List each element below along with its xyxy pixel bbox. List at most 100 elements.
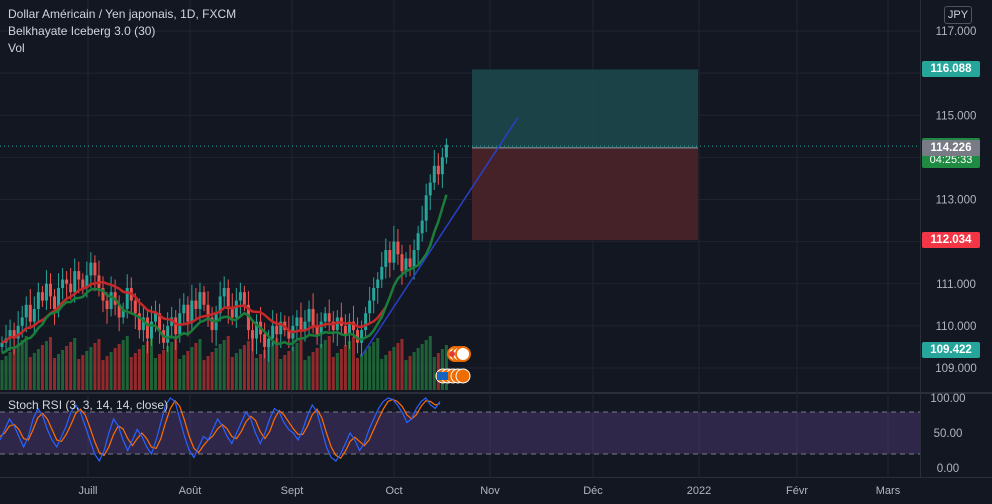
volume-bar [246, 341, 250, 390]
candle-body [20, 317, 24, 326]
candle-body [24, 304, 28, 318]
candle-body [376, 279, 380, 288]
volume-bar [242, 345, 246, 390]
symbol-title[interactable]: Dollar Américain / Yen japonais, 1D, FXC… [8, 7, 237, 21]
volume-bar [364, 350, 368, 390]
rsi-tick-label: 50.00 [934, 428, 963, 440]
volume-bar [303, 360, 307, 390]
volume-bar [271, 342, 275, 390]
volume-bar [125, 336, 129, 390]
event-marker [455, 368, 471, 384]
volume-bar [400, 339, 404, 390]
candle-body [319, 321, 323, 335]
candle-body [234, 300, 238, 318]
candle-body [166, 325, 170, 343]
volume-bar [226, 336, 230, 390]
candle-body [218, 296, 222, 314]
candle-body [255, 321, 259, 339]
candle-body [400, 254, 404, 272]
price-tag[interactable]: 112.034 [922, 232, 980, 249]
candle-body [174, 317, 178, 335]
candle-body [36, 292, 40, 310]
moving-average-red [1, 280, 387, 344]
candle-body [275, 325, 279, 335]
candle-body [77, 271, 81, 280]
volume-bar [396, 343, 400, 390]
candle-body [440, 157, 444, 175]
stoch-rsi-band [0, 412, 920, 454]
volume-bar [4, 356, 8, 390]
volume-bar [343, 345, 347, 390]
volume-bar [202, 360, 206, 390]
volume-bar [186, 351, 190, 390]
volume-bar [372, 342, 376, 390]
volume-bar [190, 347, 194, 390]
candle-body [315, 325, 319, 335]
candle-body [404, 258, 408, 272]
x-tick-label: 2022 [687, 485, 711, 497]
volume-bar [158, 354, 162, 390]
candle-body [246, 304, 250, 331]
candle-body [12, 330, 16, 339]
volume-bar [356, 358, 360, 390]
price-tag[interactable]: 114.226 [922, 139, 980, 156]
volume-bar [170, 342, 174, 390]
candle-body [267, 338, 271, 347]
volume-bar [238, 349, 242, 390]
candle-body [331, 321, 335, 331]
x-tick-label: Août [179, 485, 202, 497]
volume-bar [222, 340, 226, 390]
volume-bar [376, 338, 380, 390]
moving-average-green [1, 194, 448, 355]
candle-body [194, 300, 198, 310]
volume-bar [295, 343, 299, 390]
candle-body [263, 334, 267, 347]
price-tag-value: 114.226 [930, 141, 972, 154]
volume-bar [315, 348, 319, 390]
candle-body [351, 321, 355, 331]
volume-bar [279, 359, 283, 390]
volume-bar [259, 354, 263, 390]
indicator-label[interactable]: Belkhayate Iceberg 3.0 (30) [8, 24, 156, 38]
volume-bar [8, 352, 12, 390]
candle-body [287, 330, 291, 339]
volume-bar [81, 355, 85, 390]
volume-bar [101, 360, 105, 390]
candle-body [57, 287, 61, 310]
candle-body [250, 330, 254, 339]
volume-bar [323, 340, 327, 390]
volume-bar [113, 348, 117, 390]
volume-bar [89, 347, 93, 390]
candle-body [347, 321, 351, 335]
volume-bar [283, 355, 287, 390]
volume-label[interactable]: Vol [8, 41, 25, 55]
candle-body [121, 309, 125, 318]
candle-body [436, 165, 440, 175]
candle-body [271, 325, 275, 339]
volume-bar [368, 346, 372, 390]
candle-body [101, 287, 105, 301]
candle-body [154, 313, 158, 322]
volume-bar [61, 350, 65, 390]
candle-body [109, 292, 113, 310]
candle-body [65, 279, 69, 284]
candle-body [149, 321, 153, 339]
candle-body [408, 258, 412, 267]
price-tag[interactable]: 109.422 [922, 342, 980, 359]
stoch-rsi-label[interactable]: Stoch RSI (3, 3, 14, 14, close) [8, 398, 169, 412]
candle-body [0, 342, 4, 347]
volume-bar [36, 349, 40, 390]
candle-body [323, 313, 327, 322]
volume-bar [416, 348, 420, 390]
candle-body [392, 241, 396, 263]
volume-bar [267, 346, 271, 390]
volume-bar [162, 350, 166, 390]
price-tag[interactable]: 116.088 [922, 61, 980, 78]
currency-badge[interactable]: JPY [944, 6, 972, 24]
candle-body [412, 250, 416, 267]
stoch-rsi-d-line [0, 398, 441, 460]
volume-bar [408, 356, 412, 390]
candle-body [420, 220, 424, 234]
time-axis-border [0, 477, 992, 478]
